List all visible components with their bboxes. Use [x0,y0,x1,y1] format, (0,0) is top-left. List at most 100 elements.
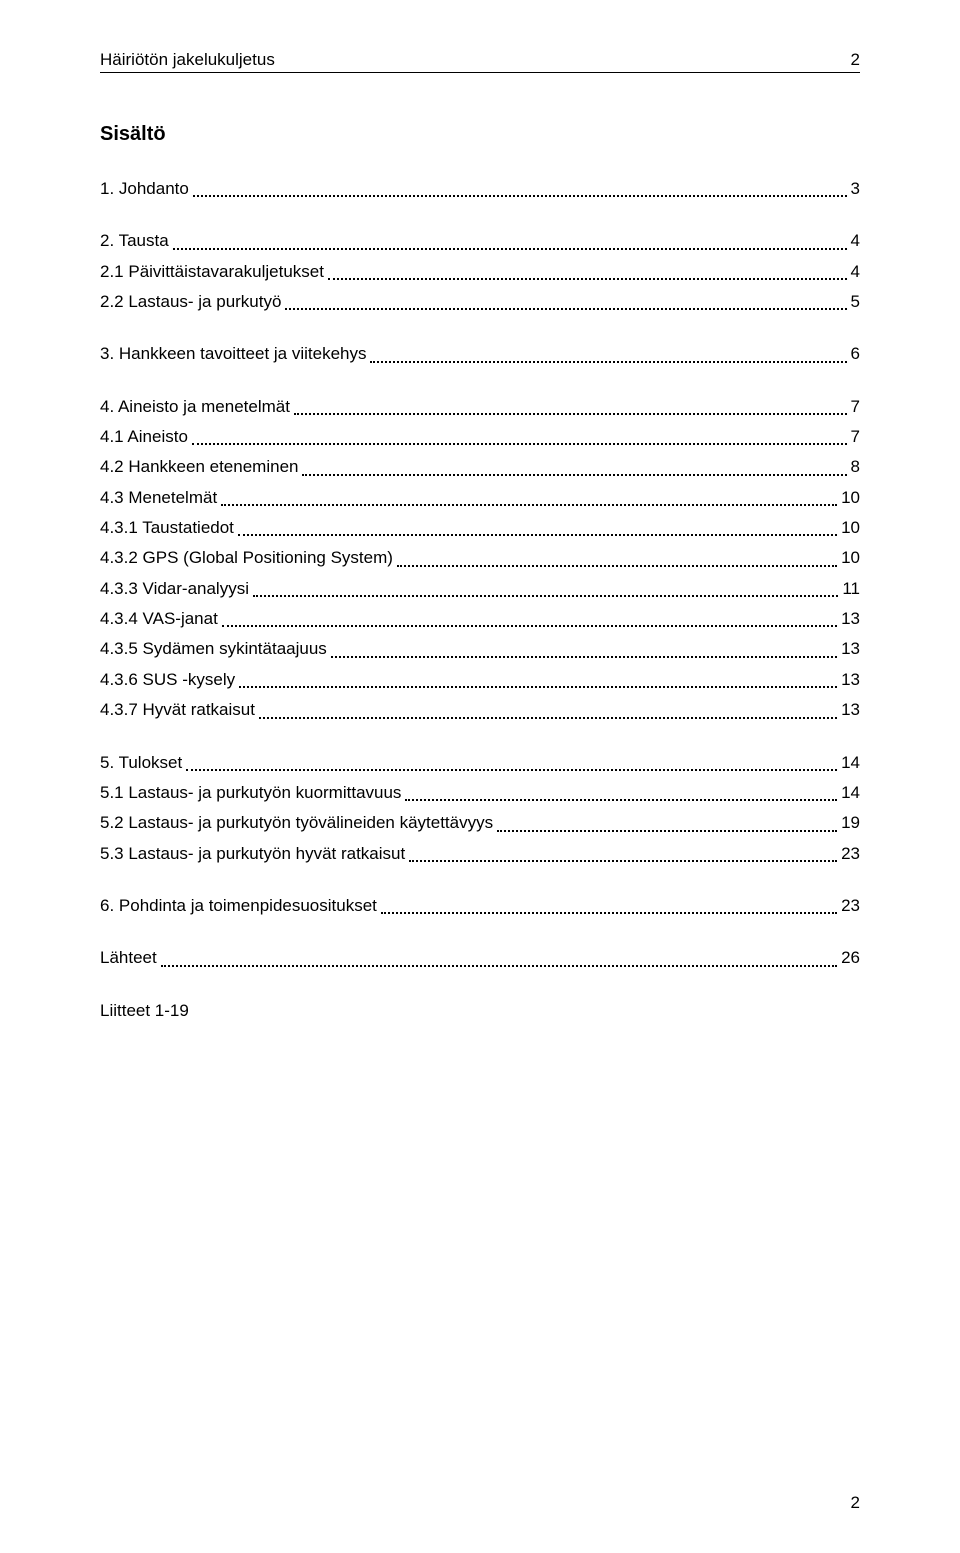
toc-leader-dots [221,504,837,506]
toc-group: 3. Hankkeen tavoitteet ja viitekehys 6 [100,341,860,367]
toc-leader-dots [192,443,847,445]
toc-entry: 3. Hankkeen tavoitteet ja viitekehys 6 [100,341,860,367]
toc-leader-dots [381,912,837,914]
toc-entry: 4.3.1 Taustatiedot 10 [100,515,860,541]
toc-entry-page: 4 [851,228,860,254]
toc-entry: 4.3.4 VAS-janat 13 [100,606,860,632]
toc-entry-label: 4.2 Hankkeen eteneminen [100,454,298,480]
toc-entry-label: Liitteet 1-19 [100,998,189,1024]
toc-entry-page: 3 [851,176,860,202]
toc-leader-dots [370,361,846,363]
toc-entry-page: 14 [841,750,860,776]
toc-entry-label: 5.1 Lastaus- ja purkutyön kuormittavuus [100,780,401,806]
toc-entry: 5.1 Lastaus- ja purkutyön kuormittavuus … [100,780,860,806]
toc-entry: 4. Aineisto ja menetelmät 7 [100,394,860,420]
toc-entry-label: 4. Aineisto ja menetelmät [100,394,290,420]
toc-leader-dots [497,830,837,832]
toc-entry: 4.3.6 SUS -kysely 13 [100,667,860,693]
toc-entry-label: 5.2 Lastaus- ja purkutyön työvälineiden … [100,810,493,836]
toc-leader-dots [285,308,846,310]
toc-leader-dots [259,717,837,719]
toc-entry-page: 10 [841,485,860,511]
toc-entry: Liitteet 1-19 [100,998,860,1024]
toc-group: 2. Tausta 4 2.1 Päivittäistavarakuljetuks… [100,228,860,315]
toc-entry-label: 2.1 Päivittäistavarakuljetukset [100,259,324,285]
toc-entry-label: 4.3.7 Hyvät ratkaisut [100,697,255,723]
toc-entry: Lähteet 26 [100,945,860,971]
toc-group: Liitteet 1-19 [100,998,860,1024]
toc-entry-label: 4.3.3 Vidar-analyysi [100,576,249,602]
header-divider [100,72,860,73]
page-header: Häiriötön jakelukuljetus 2 [100,50,860,70]
toc-entry-page: 23 [841,841,860,867]
toc-leader-dots [409,860,837,862]
toc-entry-page: 8 [851,454,860,480]
toc-entry-label: 3. Hankkeen tavoitteet ja viitekehys [100,341,366,367]
toc-entry: 4.2 Hankkeen eteneminen 8 [100,454,860,480]
toc-leader-dots [239,686,837,688]
toc-entry: 5.3 Lastaus- ja purkutyön hyvät ratkaisu… [100,841,860,867]
toc-entry-page: 6 [851,341,860,367]
toc-group: 1. Johdanto 3 [100,176,860,202]
toc-entry-page: 5 [851,289,860,315]
toc-entry-page: 13 [841,667,860,693]
toc-entry: 5. Tulokset 14 [100,750,860,776]
toc-leader-dots [161,965,837,967]
toc-entry-page: 26 [841,945,860,971]
toc-entry-page: 7 [851,394,860,420]
toc-entry-page: 23 [841,893,860,919]
toc-leader-dots [238,534,837,536]
toc-entry: 4.3 Menetelmät 10 [100,485,860,511]
toc-entry-label: 4.3.2 GPS (Global Positioning System) [100,545,393,571]
toc-entry-page: 11 [842,576,860,602]
toc-leader-dots [186,769,837,771]
footer-page-number: 2 [851,1493,860,1513]
header-title: Häiriötön jakelukuljetus [100,50,275,70]
toc-group: 4. Aineisto ja menetelmät 74.1 Aineisto … [100,394,860,724]
toc-entry: 5.2 Lastaus- ja purkutyön työvälineiden … [100,810,860,836]
toc-entry-page: 4 [851,259,860,285]
toc-leader-dots [193,195,847,197]
toc-entry-page: 14 [841,780,860,806]
toc-entry-label: 4.3.6 SUS -kysely [100,667,235,693]
toc-leader-dots [331,656,837,658]
header-page-number: 2 [851,50,860,70]
toc-entry-label: 4.3.5 Sydämen sykintätaajuus [100,636,327,662]
document-page: Häiriötön jakelukuljetus 2 Sisältö 1. Jo… [0,0,960,1553]
toc-title: Sisältö [100,123,860,146]
toc-entry-page: 7 [851,424,860,450]
toc-entry: 1. Johdanto 3 [100,176,860,202]
toc-entry-page: 13 [841,697,860,723]
toc-entry: 4.3.3 Vidar-analyysi 11 [100,576,860,602]
toc-entry-page: 10 [841,515,860,541]
toc-group: 6. Pohdinta ja toimenpidesuositukset 23 [100,893,860,919]
toc-entry-label: 5. Tulokset [100,750,182,776]
toc-leader-dots [302,474,846,476]
toc-entry: 4.3.7 Hyvät ratkaisut 13 [100,697,860,723]
toc-entry-page: 13 [841,606,860,632]
toc-entry: 4.3.2 GPS (Global Positioning System) 10 [100,545,860,571]
toc-entry-label: 1. Johdanto [100,176,189,202]
toc-entry: 4.1 Aineisto 7 [100,424,860,450]
toc-leader-dots [397,565,837,567]
table-of-contents: 1. Johdanto 3 2. Tausta 4 2.1 Päivittäista… [100,176,860,1024]
toc-entry-label: 4.1 Aineisto [100,424,188,450]
toc-entry-page: 10 [841,545,860,571]
toc-entry-page: 19 [841,810,860,836]
toc-leader-dots [328,278,847,280]
toc-leader-dots [173,248,847,250]
toc-entry: 2.2 Lastaus- ja purkutyö 5 [100,289,860,315]
toc-entry-label: 4.3 Menetelmät [100,485,217,511]
toc-entry-page: 13 [841,636,860,662]
toc-entry-label: 2. Tausta [100,228,169,254]
toc-group: 5. Tulokset 145.1 Lastaus- ja purkutyön … [100,750,860,867]
toc-group: Lähteet 26 [100,945,860,971]
toc-entry-label: 2.2 Lastaus- ja purkutyö [100,289,281,315]
toc-entry-label: Lähteet [100,945,157,971]
toc-leader-dots [253,595,838,597]
toc-entry: 6. Pohdinta ja toimenpidesuositukset 23 [100,893,860,919]
toc-entry-label: 6. Pohdinta ja toimenpidesuositukset [100,893,377,919]
toc-entry: 2. Tausta 4 [100,228,860,254]
toc-leader-dots [405,799,837,801]
toc-leader-dots [222,625,837,627]
